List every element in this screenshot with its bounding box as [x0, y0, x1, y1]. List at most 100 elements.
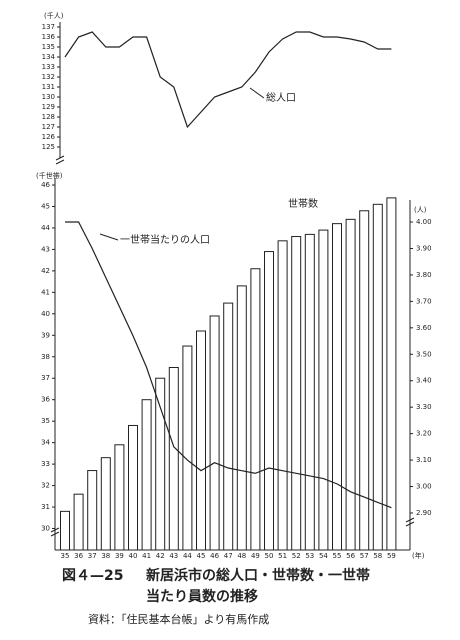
bar	[114, 444, 125, 551]
unit-label: (千世帯)	[36, 171, 63, 180]
data-line	[64, 31, 392, 129]
y-tick-label: 36	[41, 396, 50, 404]
bar	[100, 457, 111, 551]
data-line	[65, 221, 392, 509]
y2-tick-label: 3.40	[416, 377, 432, 385]
y-tick-label: 42	[41, 267, 50, 275]
bar	[182, 345, 193, 551]
bar	[223, 302, 234, 551]
y-tick-label: 31	[41, 503, 50, 511]
x-tick-label: 59	[387, 552, 396, 560]
x-tick-label: 51	[278, 552, 287, 560]
y-tick-label: 45	[41, 202, 50, 210]
y2-tick-label: 3.70	[416, 297, 432, 305]
bar	[277, 240, 288, 551]
x-tick-label: 56	[346, 552, 355, 560]
unit-label: (千人)	[44, 11, 64, 20]
bar	[250, 268, 261, 551]
bar	[87, 470, 98, 551]
x-tick-label: 38	[101, 552, 110, 560]
x-tick-label: 44	[183, 552, 192, 560]
x-tick-label: 45	[197, 552, 206, 560]
y-tick-label: 137	[42, 23, 55, 31]
axis-break	[55, 155, 65, 165]
bar	[304, 233, 315, 551]
y-tick-label: 130	[42, 93, 55, 101]
caption-source: 資料：「住民基本台帳」より有馬作成	[88, 612, 269, 626]
y-tick-label: 125	[42, 143, 55, 151]
leader	[249, 87, 265, 99]
y-tick-label: 43	[41, 245, 50, 253]
y2-tick-label: 3.60	[416, 324, 432, 332]
caption-title: 新居浜市の総人口・世帯数・一世帯	[146, 567, 370, 584]
y-tick-label: 128	[42, 113, 55, 121]
annotation: 総人口	[266, 91, 296, 104]
x-tick-label: 40	[129, 552, 138, 560]
leader	[99, 233, 119, 241]
y2-tick-label: 3.20	[416, 430, 432, 438]
y2-tick-label: 3.30	[416, 403, 432, 411]
bar	[168, 367, 179, 551]
bar	[73, 493, 84, 551]
y-tick-label: 37	[41, 374, 50, 382]
x-tick-label: 54	[319, 552, 328, 560]
y-tick-label: 132	[42, 73, 55, 81]
y-tick-label: 41	[41, 288, 50, 296]
y-tick-label: 129	[42, 103, 55, 111]
bar	[291, 236, 302, 551]
x-tick-label: 46	[210, 552, 219, 560]
bar	[60, 510, 70, 551]
bar	[345, 218, 356, 551]
bar	[264, 251, 274, 551]
x-tick-label: 39	[115, 552, 124, 560]
x-tick-label: 47	[224, 552, 233, 560]
x-tick-label: 49	[251, 552, 260, 560]
y-tick-label: 127	[42, 123, 55, 131]
bar	[196, 330, 206, 551]
y2-tick-label: 4.00	[416, 218, 432, 226]
x-tick-label: 50	[265, 552, 274, 560]
x-tick-label: 42	[156, 552, 165, 560]
y-tick-label: 126	[42, 133, 56, 141]
bar	[372, 203, 383, 551]
series-label: 世帯数	[288, 197, 318, 210]
y-tick-label: 33	[41, 460, 50, 468]
x-tick-label: 43	[169, 552, 178, 560]
y-tick-label: 136	[42, 33, 56, 41]
bar	[236, 285, 247, 551]
bar	[128, 424, 138, 551]
y-tick-label: 133	[42, 63, 55, 71]
axis-break	[50, 517, 415, 537]
y-tick-label: 40	[41, 310, 50, 318]
bar	[155, 377, 166, 551]
x-tick-label: 57	[360, 552, 369, 560]
series-label: 一世帯当たりの人口	[120, 233, 210, 246]
y-tick-label: 39	[41, 331, 50, 339]
x-tick-label: 52	[292, 552, 301, 560]
x-tick-label: 35	[61, 552, 70, 560]
x-tick-label: 55	[333, 552, 342, 560]
y2-tick-label: 3.50	[416, 350, 432, 358]
bar	[386, 197, 397, 551]
x-tick-label: 36	[74, 552, 83, 560]
x-tick-label: 48	[237, 552, 246, 560]
y-tick-label: 134	[42, 53, 56, 61]
y2-tick-label: 3.90	[416, 244, 432, 252]
y2-tick-label: 3.10	[416, 456, 432, 464]
bar	[332, 223, 342, 551]
y-tick-label: 38	[41, 353, 50, 361]
bar	[318, 229, 329, 551]
x-tick-label: 37	[88, 552, 97, 560]
y-tick-label: 32	[41, 482, 50, 490]
y-tick-label: 35	[41, 417, 50, 425]
bar	[141, 399, 152, 551]
caption-title: 当たり員数の推移	[146, 588, 258, 605]
y2-tick-label: 2.90	[416, 509, 432, 517]
y2-tick-label: 3.80	[416, 271, 432, 279]
x-tick-label: 53	[305, 552, 314, 560]
unit-label: (年)	[412, 551, 425, 560]
figure-number: 図４—25	[62, 568, 123, 584]
y-tick-label: 46	[41, 181, 50, 189]
y-tick-label: 30	[41, 525, 50, 533]
